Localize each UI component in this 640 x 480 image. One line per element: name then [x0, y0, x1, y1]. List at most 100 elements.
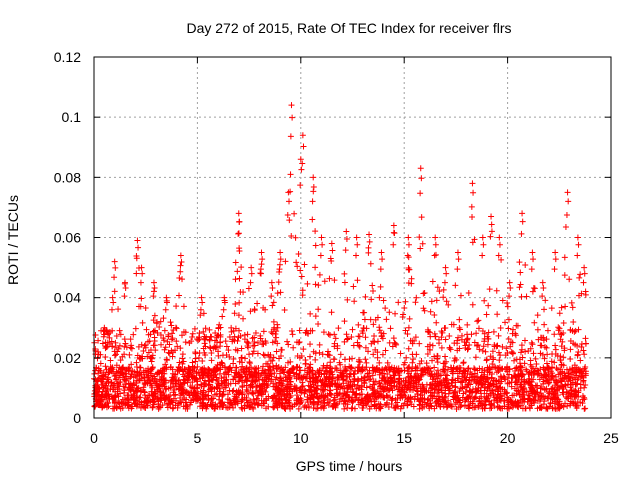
data-point [558, 331, 565, 338]
data-point [437, 401, 444, 408]
data-point [414, 370, 421, 377]
data-point [210, 373, 217, 380]
data-point [516, 284, 523, 291]
data-point [369, 364, 376, 371]
data-point [344, 336, 351, 343]
data-point [309, 368, 316, 375]
data-point [362, 344, 369, 351]
data-point [452, 389, 459, 396]
data-point [456, 316, 463, 323]
data-point [358, 391, 365, 398]
data-point [454, 370, 461, 377]
data-point [122, 340, 129, 347]
data-point [264, 360, 271, 367]
data-point [435, 386, 442, 393]
data-point [157, 318, 164, 325]
data-point [557, 336, 564, 343]
data-point [247, 404, 254, 411]
data-point [181, 395, 188, 402]
data-point [99, 396, 106, 403]
data-point [94, 388, 101, 395]
data-point [484, 384, 491, 391]
data-point [553, 379, 560, 386]
data-point [471, 394, 478, 401]
data-point [486, 366, 493, 373]
data-point [169, 405, 176, 412]
data-point [462, 388, 469, 395]
data-point [544, 405, 551, 412]
data-point [474, 318, 481, 325]
data-point [379, 335, 386, 342]
data-point [481, 297, 488, 304]
data-point [465, 345, 472, 352]
data-point [141, 379, 148, 386]
data-point [340, 372, 347, 379]
data-point [473, 330, 480, 337]
data-point [465, 402, 472, 409]
data-point [513, 364, 520, 371]
data-point [223, 343, 230, 350]
data-point [582, 364, 589, 371]
data-point [544, 351, 551, 358]
data-point [237, 333, 244, 340]
data-point [434, 353, 441, 360]
data-point [251, 378, 258, 385]
data-point [380, 394, 387, 401]
data-point [104, 386, 111, 393]
data-point [573, 404, 580, 411]
data-point [377, 367, 384, 374]
data-point [517, 349, 524, 356]
data-point [539, 351, 546, 358]
data-point [276, 355, 283, 362]
data-point [387, 366, 394, 373]
data-point [529, 288, 536, 295]
data-point [222, 338, 229, 345]
data-point [392, 369, 399, 376]
data-point [449, 382, 456, 389]
data-point [142, 404, 149, 411]
data-point [442, 393, 449, 400]
data-point [226, 365, 233, 372]
data-point [217, 400, 224, 407]
data-point [354, 241, 361, 248]
data-point [414, 395, 421, 402]
data-point [154, 330, 161, 337]
data-point [567, 384, 574, 391]
data-point [116, 327, 123, 334]
data-point [501, 374, 508, 381]
data-point [568, 390, 575, 397]
data-point [162, 361, 169, 368]
data-point [558, 343, 565, 350]
data-point [144, 353, 151, 360]
data-point [251, 306, 258, 313]
data-point [558, 377, 565, 384]
data-point [554, 396, 561, 403]
data-point [149, 355, 156, 362]
data-point [365, 249, 372, 256]
data-point [363, 325, 370, 332]
data-point [429, 371, 436, 378]
data-point [316, 271, 323, 278]
data-point [449, 370, 456, 377]
data-point [489, 348, 496, 355]
data-point [579, 392, 586, 399]
data-point [384, 384, 391, 391]
data-point [145, 374, 152, 381]
data-point [157, 332, 164, 339]
data-point [366, 393, 373, 400]
data-point [251, 400, 258, 407]
data-point [465, 394, 472, 401]
data-point [348, 405, 355, 412]
data-point [180, 303, 187, 310]
data-point [432, 378, 439, 385]
data-point [265, 376, 272, 383]
data-point [565, 393, 572, 400]
data-point [260, 304, 267, 311]
data-point [378, 249, 385, 256]
data-point [468, 203, 475, 210]
data-point [181, 379, 188, 386]
data-point [537, 385, 544, 392]
data-point [361, 377, 368, 384]
data-point [405, 254, 412, 261]
data-point [454, 337, 461, 344]
